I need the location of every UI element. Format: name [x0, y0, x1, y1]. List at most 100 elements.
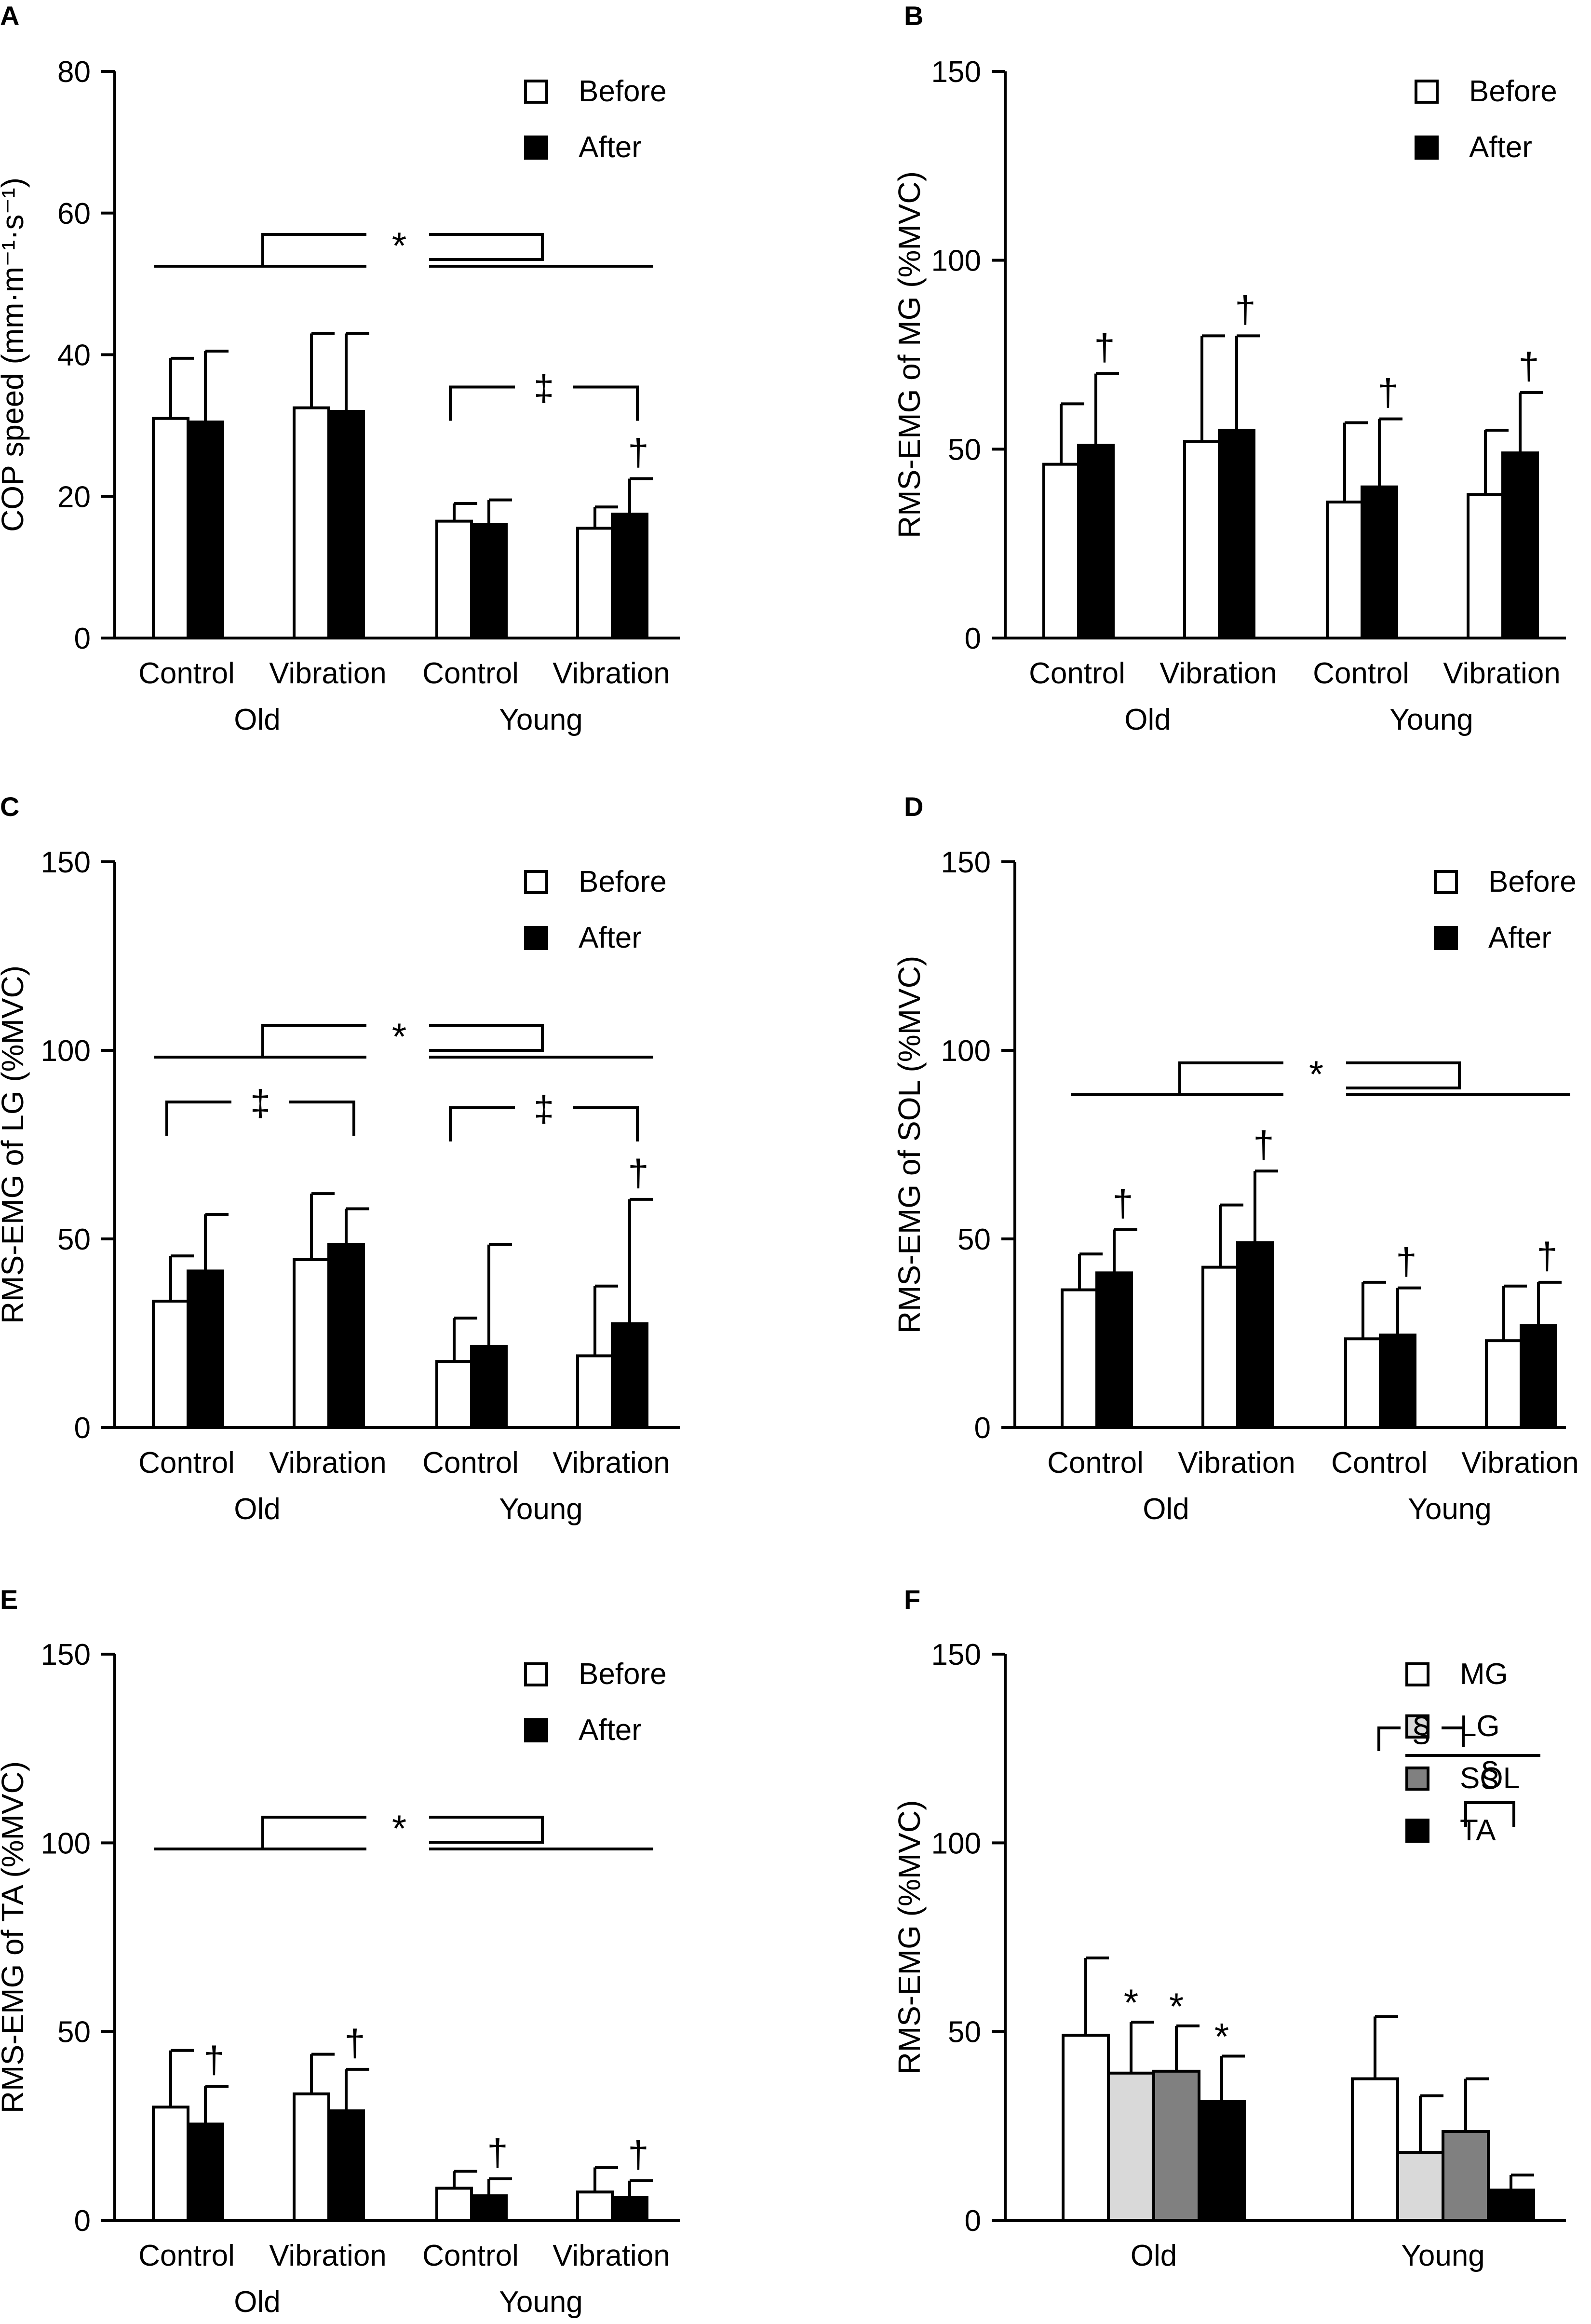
y-tick-label: 0	[965, 622, 981, 655]
group-step-young	[429, 233, 544, 261]
legend-label: MG	[1460, 1658, 1508, 1691]
y-tick-label: 60	[57, 197, 91, 231]
group-step-old	[261, 1024, 366, 1057]
bar-after	[1218, 429, 1255, 640]
y-tick-label: 0	[74, 1412, 91, 1445]
significance-dagger: †	[1094, 326, 1115, 368]
x-group-label: Young	[499, 1493, 583, 1526]
x-tick-label: Vibration	[1443, 657, 1561, 690]
y-tick-label: 50	[948, 433, 981, 466]
legend-swatch	[524, 136, 548, 160]
y-tick-label: 0	[965, 2204, 981, 2238]
bar-before	[293, 406, 330, 639]
y-tick-label: 150	[931, 55, 981, 89]
bar-before	[1467, 493, 1504, 640]
bar-ta	[1487, 2188, 1535, 2222]
legend-label: After	[579, 1713, 642, 1747]
x-tick-label: Control	[1313, 657, 1409, 690]
legend-label: Before	[579, 75, 667, 108]
legend-swatch	[524, 1718, 548, 1742]
y-tick-label: 40	[57, 339, 91, 372]
bar-after	[1501, 451, 1539, 640]
x-group-label: Young	[1389, 703, 1473, 736]
x-group-label: Old	[234, 1493, 280, 1526]
bar-lg	[1107, 2071, 1155, 2222]
bar-lg	[1396, 2151, 1444, 2222]
legend-swatch	[1415, 80, 1439, 104]
legend-label: After	[1469, 131, 1532, 164]
bracket-line	[573, 1106, 639, 1142]
y-tick-label: 20	[57, 480, 91, 514]
legend-swatch	[524, 870, 548, 894]
significance-dagger: †	[1112, 1182, 1133, 1224]
group-step-old	[1178, 1061, 1283, 1095]
x-tick-label: Control	[422, 657, 519, 690]
significance-star: *	[392, 1807, 406, 1849]
significance-star: *	[1309, 1053, 1323, 1095]
legend-label: After	[579, 921, 642, 954]
x-tick-label: Control	[138, 1446, 235, 1480]
bar-before	[435, 1360, 473, 1429]
x-tick-label: Vibration	[269, 1446, 387, 1480]
significance-star: *	[392, 224, 406, 267]
legend-swatch	[524, 1662, 548, 1686]
x-group-label: Young	[1408, 1493, 1492, 1526]
y-tick-label: 150	[941, 846, 991, 879]
y-tick-label: 0	[74, 622, 91, 655]
chart-panel-A: 0 20 40 60 80 COP speed (mm·m⁻¹·s⁻¹) A Control V…	[0, 0, 680, 736]
y-tick-label: 0	[974, 1412, 991, 1445]
panel-label: B	[904, 0, 923, 31]
y-tick-label: 50	[948, 2016, 981, 2049]
x-tick-label: Control	[422, 1446, 519, 1480]
bar-before	[435, 2187, 473, 2222]
bar-before	[1183, 440, 1221, 640]
x-group-label: Young	[499, 703, 583, 736]
significance-dagger: †	[1518, 345, 1539, 387]
y-axis-label: RMS-EMG (%MVC)	[892, 1800, 927, 2075]
bar-mg	[1351, 2077, 1399, 2222]
significance-dagger: †	[628, 1152, 648, 1194]
x-tick-label: Control	[1047, 1446, 1144, 1480]
y-tick-label: 100	[941, 1034, 991, 1068]
significance-dagger: †	[487, 2131, 508, 2174]
bar-sol	[1152, 2069, 1200, 2222]
x-tick-label: Young	[1401, 2239, 1485, 2272]
significance-section: §	[1480, 1755, 1499, 1794]
group-step-young	[429, 1816, 544, 1844]
chart-panel-E: 0 50 100 150 RMS-EMG of TA (%MVC) E Control Vib…	[0, 1584, 680, 2319]
group-step-young	[429, 1024, 544, 1052]
bar-after	[611, 512, 648, 639]
bar-before	[152, 1300, 189, 1429]
bar-after	[1379, 1333, 1416, 1429]
bar-before	[152, 417, 189, 639]
y-axis-label: COP speed (mm·m⁻¹·s⁻¹)	[0, 177, 30, 532]
bar-after	[470, 2194, 508, 2222]
legend-label: Before	[579, 865, 667, 898]
bar-after	[470, 523, 508, 639]
bar-before	[435, 519, 473, 639]
panel-label: E	[0, 1584, 18, 1615]
bar-mg	[1062, 2034, 1110, 2222]
bar-after	[187, 421, 224, 639]
bracket-line	[573, 385, 639, 421]
legend-swatch	[1405, 1767, 1429, 1791]
bar-after	[1077, 444, 1115, 639]
bar-after	[611, 2196, 648, 2222]
significance-double-dagger: ‡	[250, 1083, 270, 1124]
x-tick-label: Vibration	[553, 657, 670, 690]
y-tick-label: 100	[931, 245, 981, 278]
significance-dagger: †	[628, 431, 648, 474]
y-tick-label: 50	[57, 2016, 91, 2049]
y-tick-label: 150	[41, 846, 91, 879]
bar-after	[1361, 485, 1398, 640]
y-tick-label: 0	[74, 2204, 91, 2238]
y-tick-label: 50	[957, 1223, 991, 1256]
x-group-label: Old	[234, 2285, 280, 2319]
x-tick-label: Control	[138, 657, 235, 690]
significance-dagger: †	[1377, 371, 1398, 414]
group-step-young	[1346, 1061, 1461, 1089]
group-step-old	[261, 1816, 366, 1849]
bracket-line	[1377, 1726, 1401, 1751]
x-group-label: Old	[1143, 1493, 1189, 1526]
